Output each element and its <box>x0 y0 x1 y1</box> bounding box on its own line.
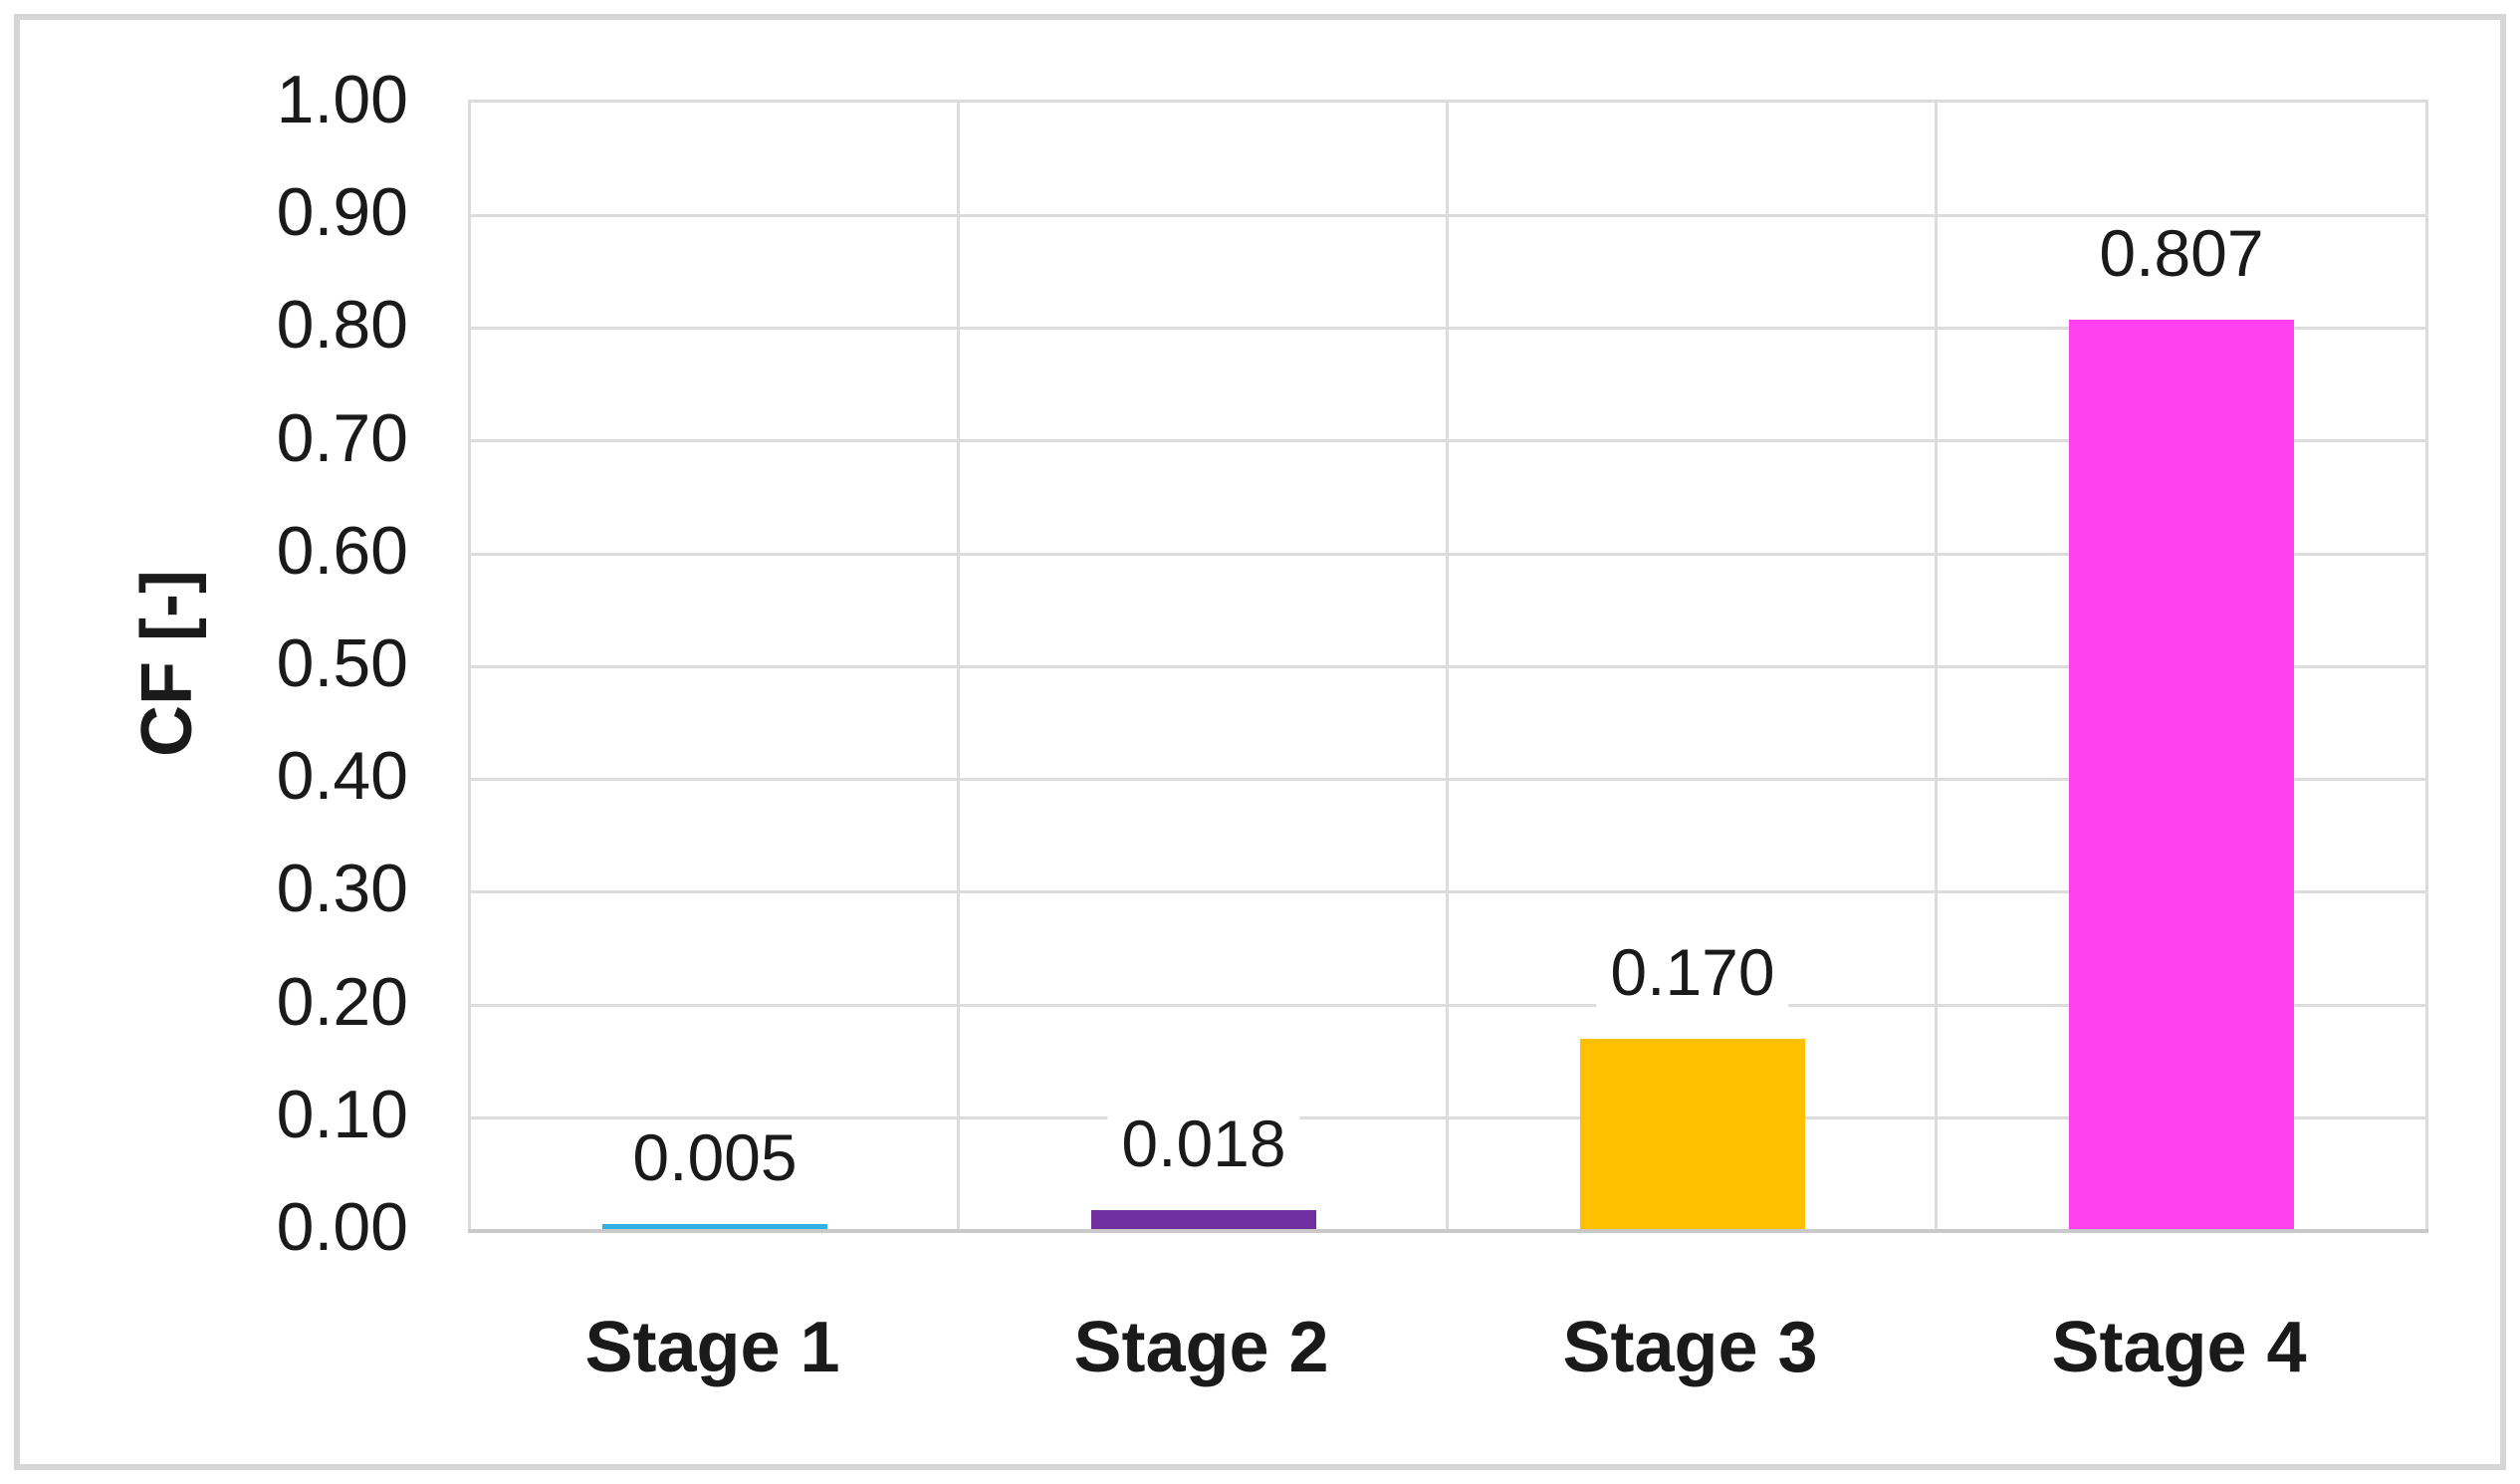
y-tick-label: 0.70 <box>276 400 408 476</box>
data-label-stage-4: 0.807 <box>2085 217 2278 290</box>
y-tick-label: 0.60 <box>276 513 408 589</box>
v-gridline <box>1935 103 1938 1230</box>
bar-stage-2 <box>1091 1210 1316 1230</box>
v-gridline <box>957 103 960 1230</box>
bar-stage-3 <box>1580 1039 1805 1230</box>
y-tick-label: 0.40 <box>276 738 408 814</box>
bar-stage-1 <box>602 1224 827 1230</box>
plot-area: 0.005 0.018 0.170 0.807 <box>468 100 2428 1233</box>
y-tick-label: 1.00 <box>276 62 408 137</box>
y-tick-label: 0.00 <box>276 1189 408 1265</box>
data-label-stage-3: 0.170 <box>1596 936 1789 1009</box>
y-tick-label: 0.10 <box>276 1077 408 1152</box>
x-category-label-stage-3: Stage 3 <box>1562 1308 1818 1387</box>
y-tick-label: 0.30 <box>276 851 408 926</box>
x-category-label-stage-2: Stage 2 <box>1073 1308 1329 1387</box>
x-axis-line <box>468 1229 2428 1233</box>
data-label-stage-1: 0.005 <box>618 1121 811 1194</box>
v-gridline <box>1446 103 1449 1230</box>
data-label-stage-2: 0.018 <box>1107 1108 1300 1180</box>
y-tick-label: 0.90 <box>276 174 408 250</box>
bar-stage-4 <box>2069 320 2294 1230</box>
x-category-label-stage-1: Stage 1 <box>584 1308 840 1387</box>
y-tick-label: 0.80 <box>276 287 408 363</box>
y-tick-label: 0.20 <box>276 964 408 1040</box>
y-tick-label: 0.50 <box>276 625 408 701</box>
x-category-label-stage-4: Stage 4 <box>2051 1308 2307 1387</box>
